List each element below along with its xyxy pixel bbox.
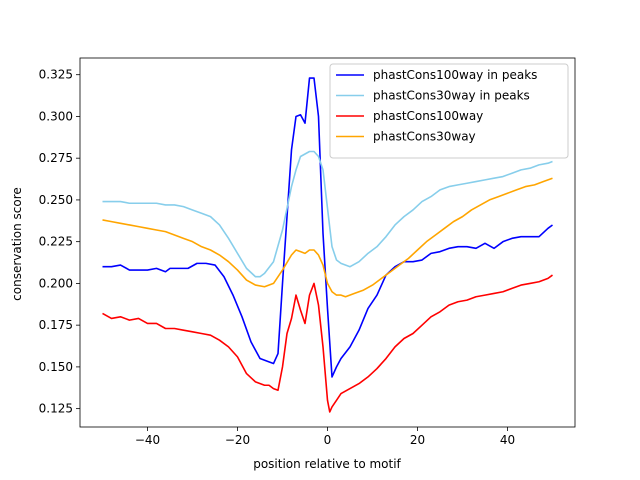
x-tick-label: −20 [225, 433, 250, 447]
x-tick-label: 20 [410, 433, 425, 447]
y-axis: 0.125 0.150 0.175 0.200 0.225 0.250 0.275 0.300… [39, 68, 80, 416]
x-tick-label: 0 [324, 433, 332, 447]
y-tick-label: 0.150 [39, 360, 73, 374]
legend-box [329, 63, 569, 159]
plot-lines [102, 77, 553, 413]
y-tick-label: 0.275 [39, 151, 73, 165]
legend-label: phastCons30way in peaks [373, 89, 530, 103]
legend: phastCons100way in peaks phastCons30way i… [329, 63, 569, 159]
y-tick-label: 0.325 [39, 68, 73, 82]
y-tick-label: 0.125 [39, 402, 73, 416]
series-line-1 [102, 77, 553, 378]
y-tick-label: 0.200 [39, 276, 73, 290]
x-tick-label: 40 [500, 433, 515, 447]
legend-label: phastCons100way [373, 109, 483, 123]
series-line-2 [102, 150, 553, 278]
x-axis: −40 −20 0 20 40 [135, 427, 515, 447]
series-line-3 [102, 274, 553, 413]
y-tick-label: 0.300 [39, 109, 73, 123]
y-axis-title: conservation score [10, 187, 24, 301]
x-tick-label: −40 [135, 433, 160, 447]
x-axis-title: position relative to motif [253, 457, 401, 471]
legend-label: phastCons100way in peaks [373, 68, 537, 82]
y-tick-label: 0.175 [39, 318, 73, 332]
legend-label: phastCons30way [373, 130, 476, 144]
series-line-4 [102, 177, 553, 298]
y-tick-label: 0.250 [39, 193, 73, 207]
y-tick-label: 0.225 [39, 235, 73, 249]
